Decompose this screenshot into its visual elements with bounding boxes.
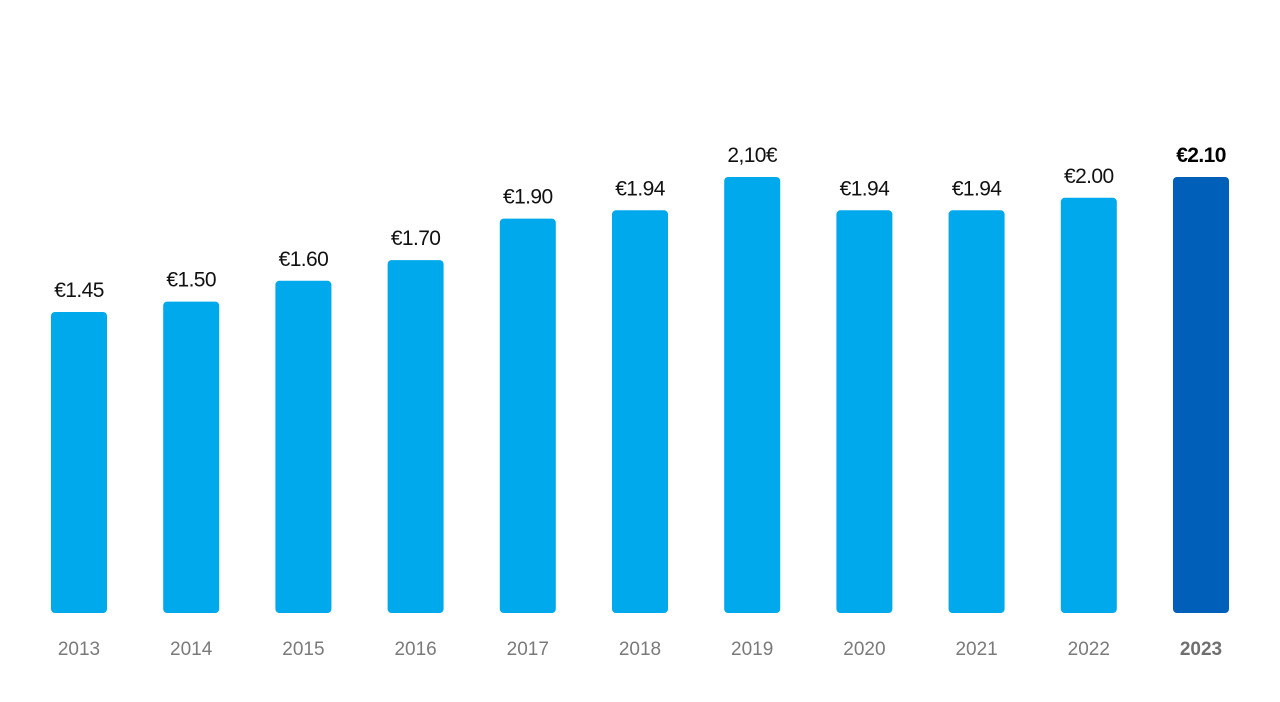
value-label-2017: €1.90 — [503, 186, 553, 209]
bar-2022 — [1060, 197, 1117, 614]
bar-2017 — [499, 218, 556, 613]
value-labels-group: €1.45 €1.50 €1.60 €1.70 €1.90 €1.94 2,10€ €1.94… — [54, 144, 1226, 302]
value-label-2023: €2.10 — [1176, 144, 1226, 167]
year-label-2018: 2018 — [619, 639, 661, 660]
year-label-2020: 2020 — [843, 639, 885, 660]
bars-group — [51, 177, 1229, 614]
bar-2019 — [724, 177, 781, 613]
bar-2016 — [387, 260, 444, 613]
bar-2015 — [275, 280, 332, 613]
year-label-2017: 2017 — [507, 639, 549, 660]
bar-2021 — [948, 210, 1005, 614]
year-label-2021: 2021 — [955, 639, 997, 660]
value-label-2022: €2.00 — [1064, 165, 1114, 188]
value-label-2016: €1.70 — [391, 227, 441, 250]
year-label-2023: 2023 — [1180, 639, 1222, 660]
year-label-2014: 2014 — [170, 639, 213, 660]
value-label-2014: €1.50 — [166, 269, 216, 292]
year-label-2016: 2016 — [394, 639, 436, 660]
year-label-2013: 2013 — [58, 639, 100, 660]
bar-2013 — [51, 312, 107, 613]
year-labels-group: 2013 2014 2015 2016 2017 2018 2019 2020 2021 2022… — [58, 639, 1222, 660]
bar-2018 — [612, 210, 668, 614]
value-label-2021: €1.94 — [952, 177, 1002, 200]
value-label-2013: €1.45 — [54, 279, 104, 302]
value-label-2018: €1.94 — [615, 177, 665, 200]
bar-2023 — [1173, 177, 1229, 613]
value-label-2015: €1.60 — [279, 248, 329, 271]
value-label-2019: 2,10€ — [727, 144, 777, 167]
year-label-2022: 2022 — [1068, 639, 1110, 660]
bar-2014 — [163, 301, 220, 613]
year-label-2019: 2019 — [731, 639, 773, 660]
value-label-2020: €1.94 — [840, 177, 890, 200]
bar-2020 — [836, 210, 893, 614]
year-label-2015: 2015 — [282, 639, 324, 660]
